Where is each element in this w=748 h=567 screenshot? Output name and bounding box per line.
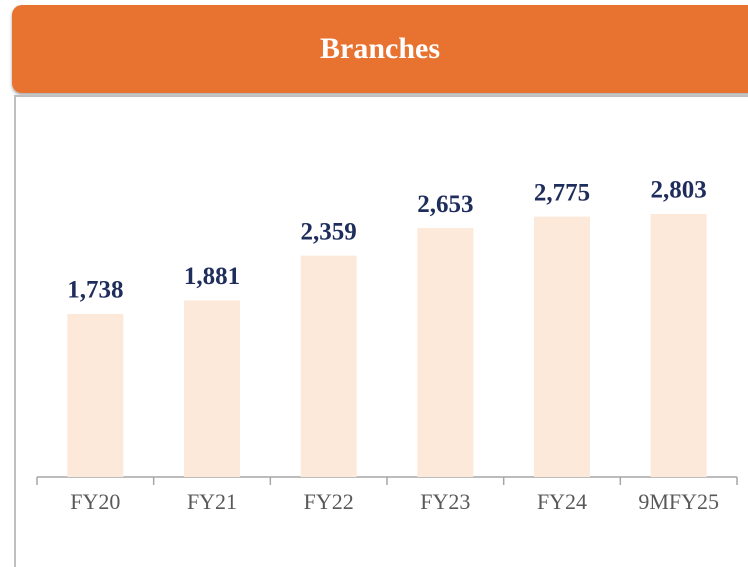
bar [417,228,474,477]
page: Branches FY20 1,738 FY21 1,881 FY22 2,359 FY23… [12,5,748,567]
bar [534,216,590,477]
x-tick-label: 9MFY25 [638,489,719,514]
chart-title: Branches [320,32,440,65]
data-label: 1,881 [184,263,240,290]
x-tick-label: FY23 [420,489,470,514]
x-tick-label: FY20 [70,489,120,514]
data-label: 2,653 [417,191,473,218]
chart: FY20 1,738 FY21 1,881 FY22 2,359 FY23 2,653 FY24… [36,177,738,514]
bar [67,313,124,477]
bar [650,214,707,477]
data-label: 2,359 [301,218,357,245]
x-tick-label: FY21 [187,489,237,514]
panel [14,95,748,567]
data-label: 1,738 [67,277,123,304]
data-label: 2,775 [534,179,590,206]
x-tick-label: FY22 [304,489,354,514]
header: Branches [12,5,748,93]
x-tick-label: FY24 [537,489,587,514]
bar [184,300,240,477]
bar [300,255,357,477]
data-label: 2,803 [651,177,707,204]
